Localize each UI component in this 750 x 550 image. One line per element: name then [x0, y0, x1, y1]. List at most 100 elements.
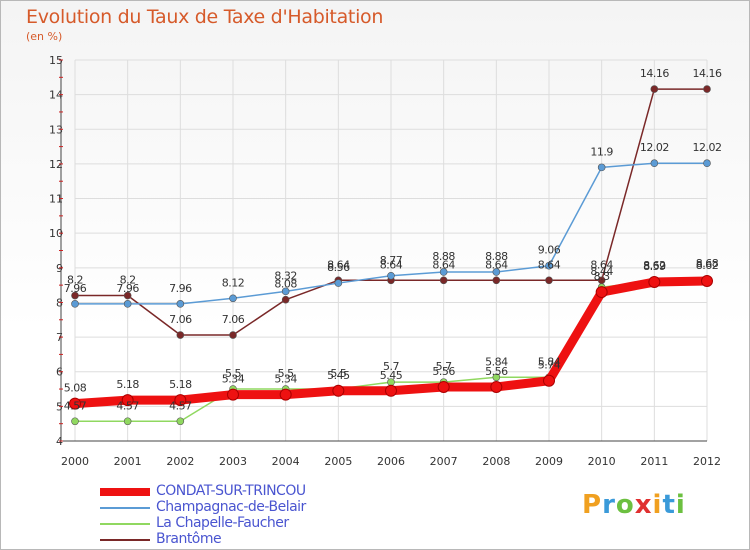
data-label: 8.64 — [590, 258, 613, 271]
data-point — [439, 268, 448, 276]
y-tick-label: 13 — [49, 123, 63, 136]
data-point — [595, 286, 608, 299]
data-label: 5.08 — [64, 382, 87, 395]
chart-subtitle: (en %) — [26, 30, 63, 43]
data-label: 8.88 — [485, 250, 508, 263]
data-label: 7.06 — [222, 313, 245, 326]
data-point — [123, 291, 132, 300]
data-point — [385, 384, 397, 397]
data-label: 8.3 — [594, 270, 610, 283]
data-label: 8.64 — [380, 258, 403, 271]
legend-label: Brantôme — [156, 531, 222, 547]
data-label: 5.45 — [327, 369, 350, 382]
logo-letter: P — [582, 490, 603, 520]
legend-swatch — [100, 507, 150, 509]
logo-letter: t — [662, 490, 676, 520]
data-point — [650, 159, 659, 168]
data-label: 8.08 — [274, 278, 297, 291]
data-point — [121, 394, 134, 407]
legend-swatch — [100, 539, 150, 541]
data-label: 4.57 — [169, 399, 192, 412]
data-point — [334, 279, 343, 287]
data-point — [387, 271, 395, 280]
x-tick-label: 2005 — [324, 455, 352, 468]
data-label: 8.2 — [67, 274, 83, 287]
y-tick-label: 14 — [49, 89, 63, 102]
data-point — [281, 295, 290, 304]
data-label: 5.34 — [222, 373, 245, 386]
data-point — [229, 331, 237, 339]
proxiti-logo: Proxiti — [582, 490, 686, 520]
data-point — [650, 85, 659, 93]
data-label: 4.57 — [64, 399, 87, 412]
data-label: 7.96 — [64, 282, 87, 295]
data-point — [543, 374, 555, 387]
x-tick-label: 2003 — [219, 455, 247, 468]
data-point — [332, 384, 345, 397]
x-tick-label: 2004 — [272, 455, 300, 468]
data-label: 8.88 — [432, 250, 455, 263]
data-point — [229, 294, 237, 303]
data-label: 8.62 — [696, 259, 719, 272]
data-label: 8.62 — [643, 259, 666, 272]
data-point — [281, 287, 290, 296]
data-label: 12.02 — [640, 141, 669, 154]
data-label: 4.57 — [116, 399, 139, 412]
data-point — [492, 373, 501, 382]
data-point — [227, 388, 239, 401]
data-label: 5.18 — [169, 378, 192, 391]
y-tick-label: 12 — [49, 158, 63, 171]
data-label: 8.12 — [222, 276, 245, 289]
logo-letter: i — [652, 490, 663, 520]
data-point — [123, 300, 132, 308]
logo-letter: i — [675, 490, 686, 520]
data-point — [492, 268, 501, 276]
data-label: 8.64 — [485, 258, 508, 271]
data-point — [176, 417, 185, 426]
data-point — [492, 276, 501, 285]
x-tick-label: 2002 — [166, 455, 194, 468]
data-point — [439, 276, 448, 285]
data-label: 5.34 — [274, 373, 297, 386]
data-label: 9.06 — [538, 244, 561, 257]
data-point — [490, 380, 503, 393]
data-label: 5.7 — [383, 360, 399, 373]
data-label: 14.16 — [693, 67, 722, 80]
x-tick-label: 2001 — [114, 455, 142, 468]
data-label: 8.44 — [590, 265, 613, 278]
data-label: 8.59 — [643, 260, 666, 273]
x-tick-label: 2006 — [377, 455, 405, 468]
data-point — [71, 300, 79, 308]
data-label: 5.56 — [485, 365, 508, 378]
x-tick-label: 2011 — [640, 455, 668, 468]
data-label: 5.18 — [116, 378, 139, 391]
logo-letter: r — [602, 490, 616, 520]
data-label: 5.45 — [380, 369, 403, 382]
data-point — [701, 274, 713, 287]
data-label: 5.74 — [538, 359, 561, 372]
data-label: 8.64 — [432, 258, 455, 271]
data-point — [597, 163, 606, 172]
data-point — [123, 417, 132, 426]
data-label: 8.56 — [327, 261, 350, 274]
x-tick-label: 2010 — [588, 455, 616, 468]
legend-swatch — [100, 523, 150, 525]
data-point — [176, 331, 185, 339]
data-point — [71, 417, 79, 426]
data-point — [174, 394, 187, 407]
chart-title: Evolution du Taux de Taxe d'Habitation — [26, 6, 384, 28]
data-point — [279, 388, 292, 401]
data-point — [703, 85, 711, 93]
data-label: 7.96 — [169, 282, 192, 295]
y-tick-label: 15 — [49, 54, 63, 67]
legend-label: CONDAT-SUR-TRINCOU — [156, 483, 306, 499]
x-tick-label: 2012 — [693, 455, 721, 468]
x-tick-label: 2000 — [61, 455, 89, 468]
data-point — [176, 300, 185, 308]
data-point — [69, 397, 81, 410]
logo-letter: x — [634, 490, 653, 520]
y-tick-label: 10 — [49, 227, 63, 240]
data-label: 8.68 — [696, 257, 719, 270]
data-label: 7.06 — [169, 313, 192, 326]
